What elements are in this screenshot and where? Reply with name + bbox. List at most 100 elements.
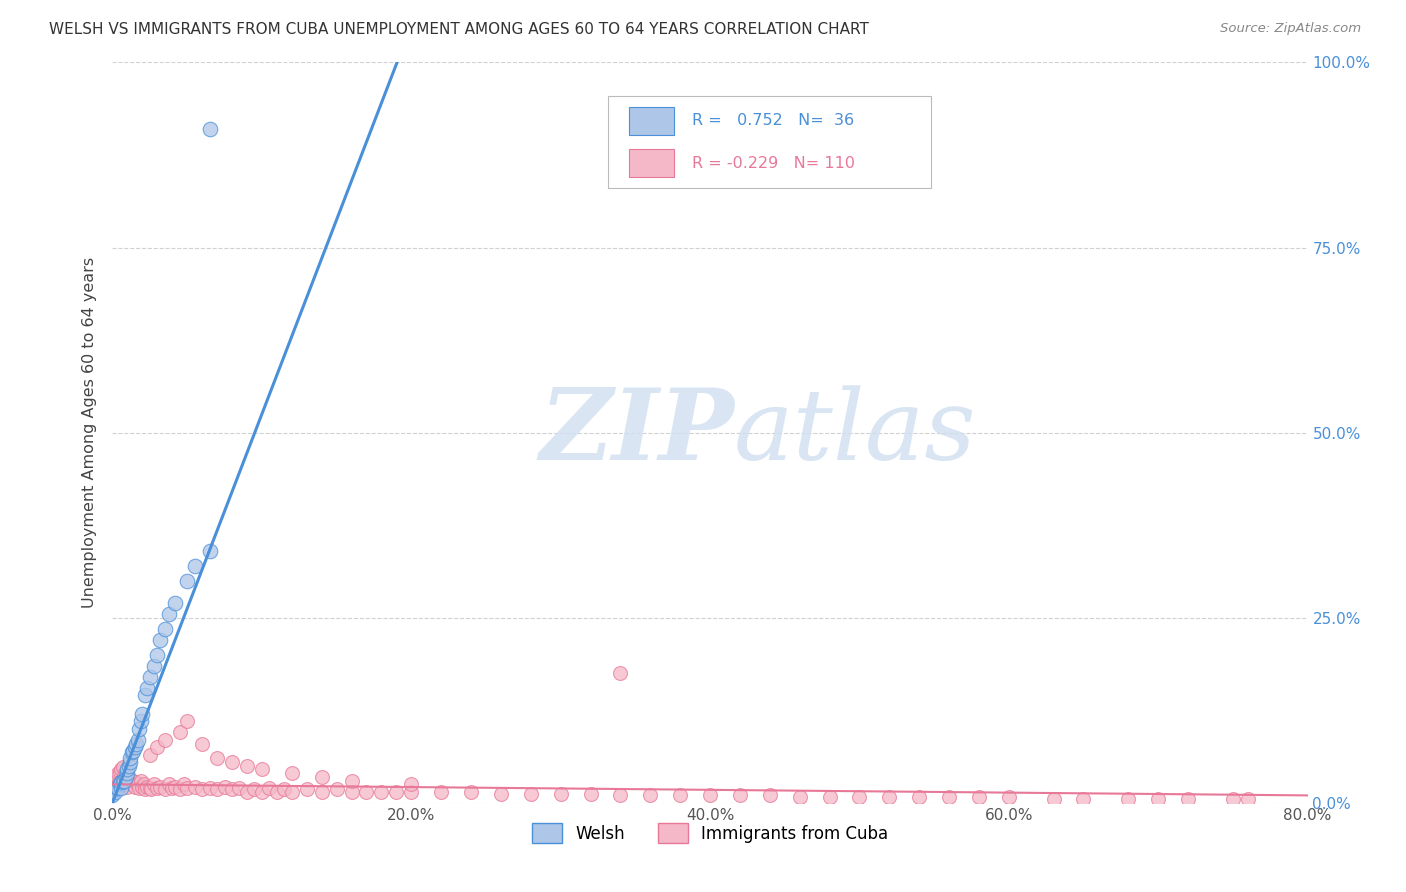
Point (104, 785, 127, 799)
Point (110, 775, 132, 789)
Text: R = -0.229   N= 110: R = -0.229 N= 110 (692, 156, 855, 170)
Point (169, 725, 191, 739)
Point (818, 789, 841, 804)
Point (134, 689, 156, 703)
Point (1177, 792, 1199, 806)
Point (110, 773, 132, 788)
Point (460, 785, 482, 799)
Point (120, 755, 142, 769)
Point (198, 122, 221, 136)
Point (111, 772, 134, 786)
Point (132, 777, 155, 791)
Point (114, 775, 135, 789)
Point (121, 777, 143, 791)
Point (266, 785, 288, 799)
Point (879, 789, 901, 804)
Point (165, 780, 187, 794)
Point (149, 632, 172, 647)
Point (101, 789, 124, 803)
Point (115, 764, 138, 779)
Text: atlas: atlas (734, 385, 977, 480)
Point (967, 789, 990, 804)
Point (146, 780, 169, 795)
Point (385, 785, 408, 799)
Point (153, 782, 176, 797)
Point (108, 777, 131, 791)
Point (191, 782, 214, 797)
Point (250, 785, 273, 799)
Point (125, 775, 148, 789)
Point (108, 775, 131, 789)
Point (669, 789, 692, 803)
Point (129, 714, 152, 729)
Point (169, 782, 191, 797)
Point (1042, 792, 1064, 806)
Point (205, 782, 228, 797)
Point (228, 780, 250, 795)
Point (124, 780, 146, 794)
Point (117, 763, 139, 777)
Point (214, 780, 236, 794)
Point (243, 782, 266, 797)
Point (250, 763, 273, 777)
Point (146, 648, 169, 662)
Point (162, 780, 183, 795)
Point (311, 770, 333, 784)
Y-axis label: Unemployment Among Ages 60 to 64 years: Unemployment Among Ages 60 to 64 years (82, 257, 97, 608)
Point (139, 780, 162, 795)
Point (370, 785, 392, 799)
Point (489, 787, 512, 801)
Point (111, 773, 134, 788)
FancyBboxPatch shape (628, 107, 675, 135)
Point (236, 758, 259, 772)
Point (127, 777, 149, 791)
Point (205, 751, 228, 765)
Point (153, 622, 176, 636)
Point (998, 789, 1021, 804)
Point (111, 760, 134, 774)
Point (120, 772, 142, 786)
Point (110, 780, 132, 795)
Point (143, 777, 166, 791)
Point (105, 770, 128, 784)
Point (340, 773, 363, 788)
Point (121, 746, 143, 760)
Point (173, 777, 195, 791)
Point (1073, 792, 1095, 806)
Point (118, 775, 141, 789)
Point (221, 782, 243, 797)
Point (236, 785, 259, 799)
Point (311, 785, 333, 799)
Point (221, 755, 243, 769)
Point (579, 787, 602, 801)
Point (401, 777, 423, 791)
Point (134, 782, 156, 797)
Point (273, 782, 295, 797)
Point (183, 780, 205, 794)
Point (125, 737, 148, 751)
Point (1222, 792, 1244, 806)
Point (114, 767, 135, 781)
Point (107, 777, 129, 791)
Point (129, 773, 152, 788)
Point (127, 732, 149, 747)
Point (550, 787, 572, 801)
Point (128, 722, 150, 736)
Point (908, 789, 931, 804)
Point (107, 766, 129, 780)
Legend: Welsh, Immigrants from Cuba: Welsh, Immigrants from Cuba (524, 816, 896, 850)
Point (938, 789, 960, 804)
Point (609, 666, 631, 681)
Point (149, 780, 172, 794)
Text: Source: ZipAtlas.com: Source: ZipAtlas.com (1220, 22, 1361, 36)
Point (165, 596, 187, 610)
Point (640, 789, 662, 803)
Point (122, 744, 145, 758)
Point (157, 777, 180, 791)
Point (104, 773, 127, 788)
Point (191, 737, 214, 751)
Point (146, 740, 169, 755)
Point (143, 658, 166, 673)
Point (157, 607, 180, 621)
Point (104, 782, 127, 797)
